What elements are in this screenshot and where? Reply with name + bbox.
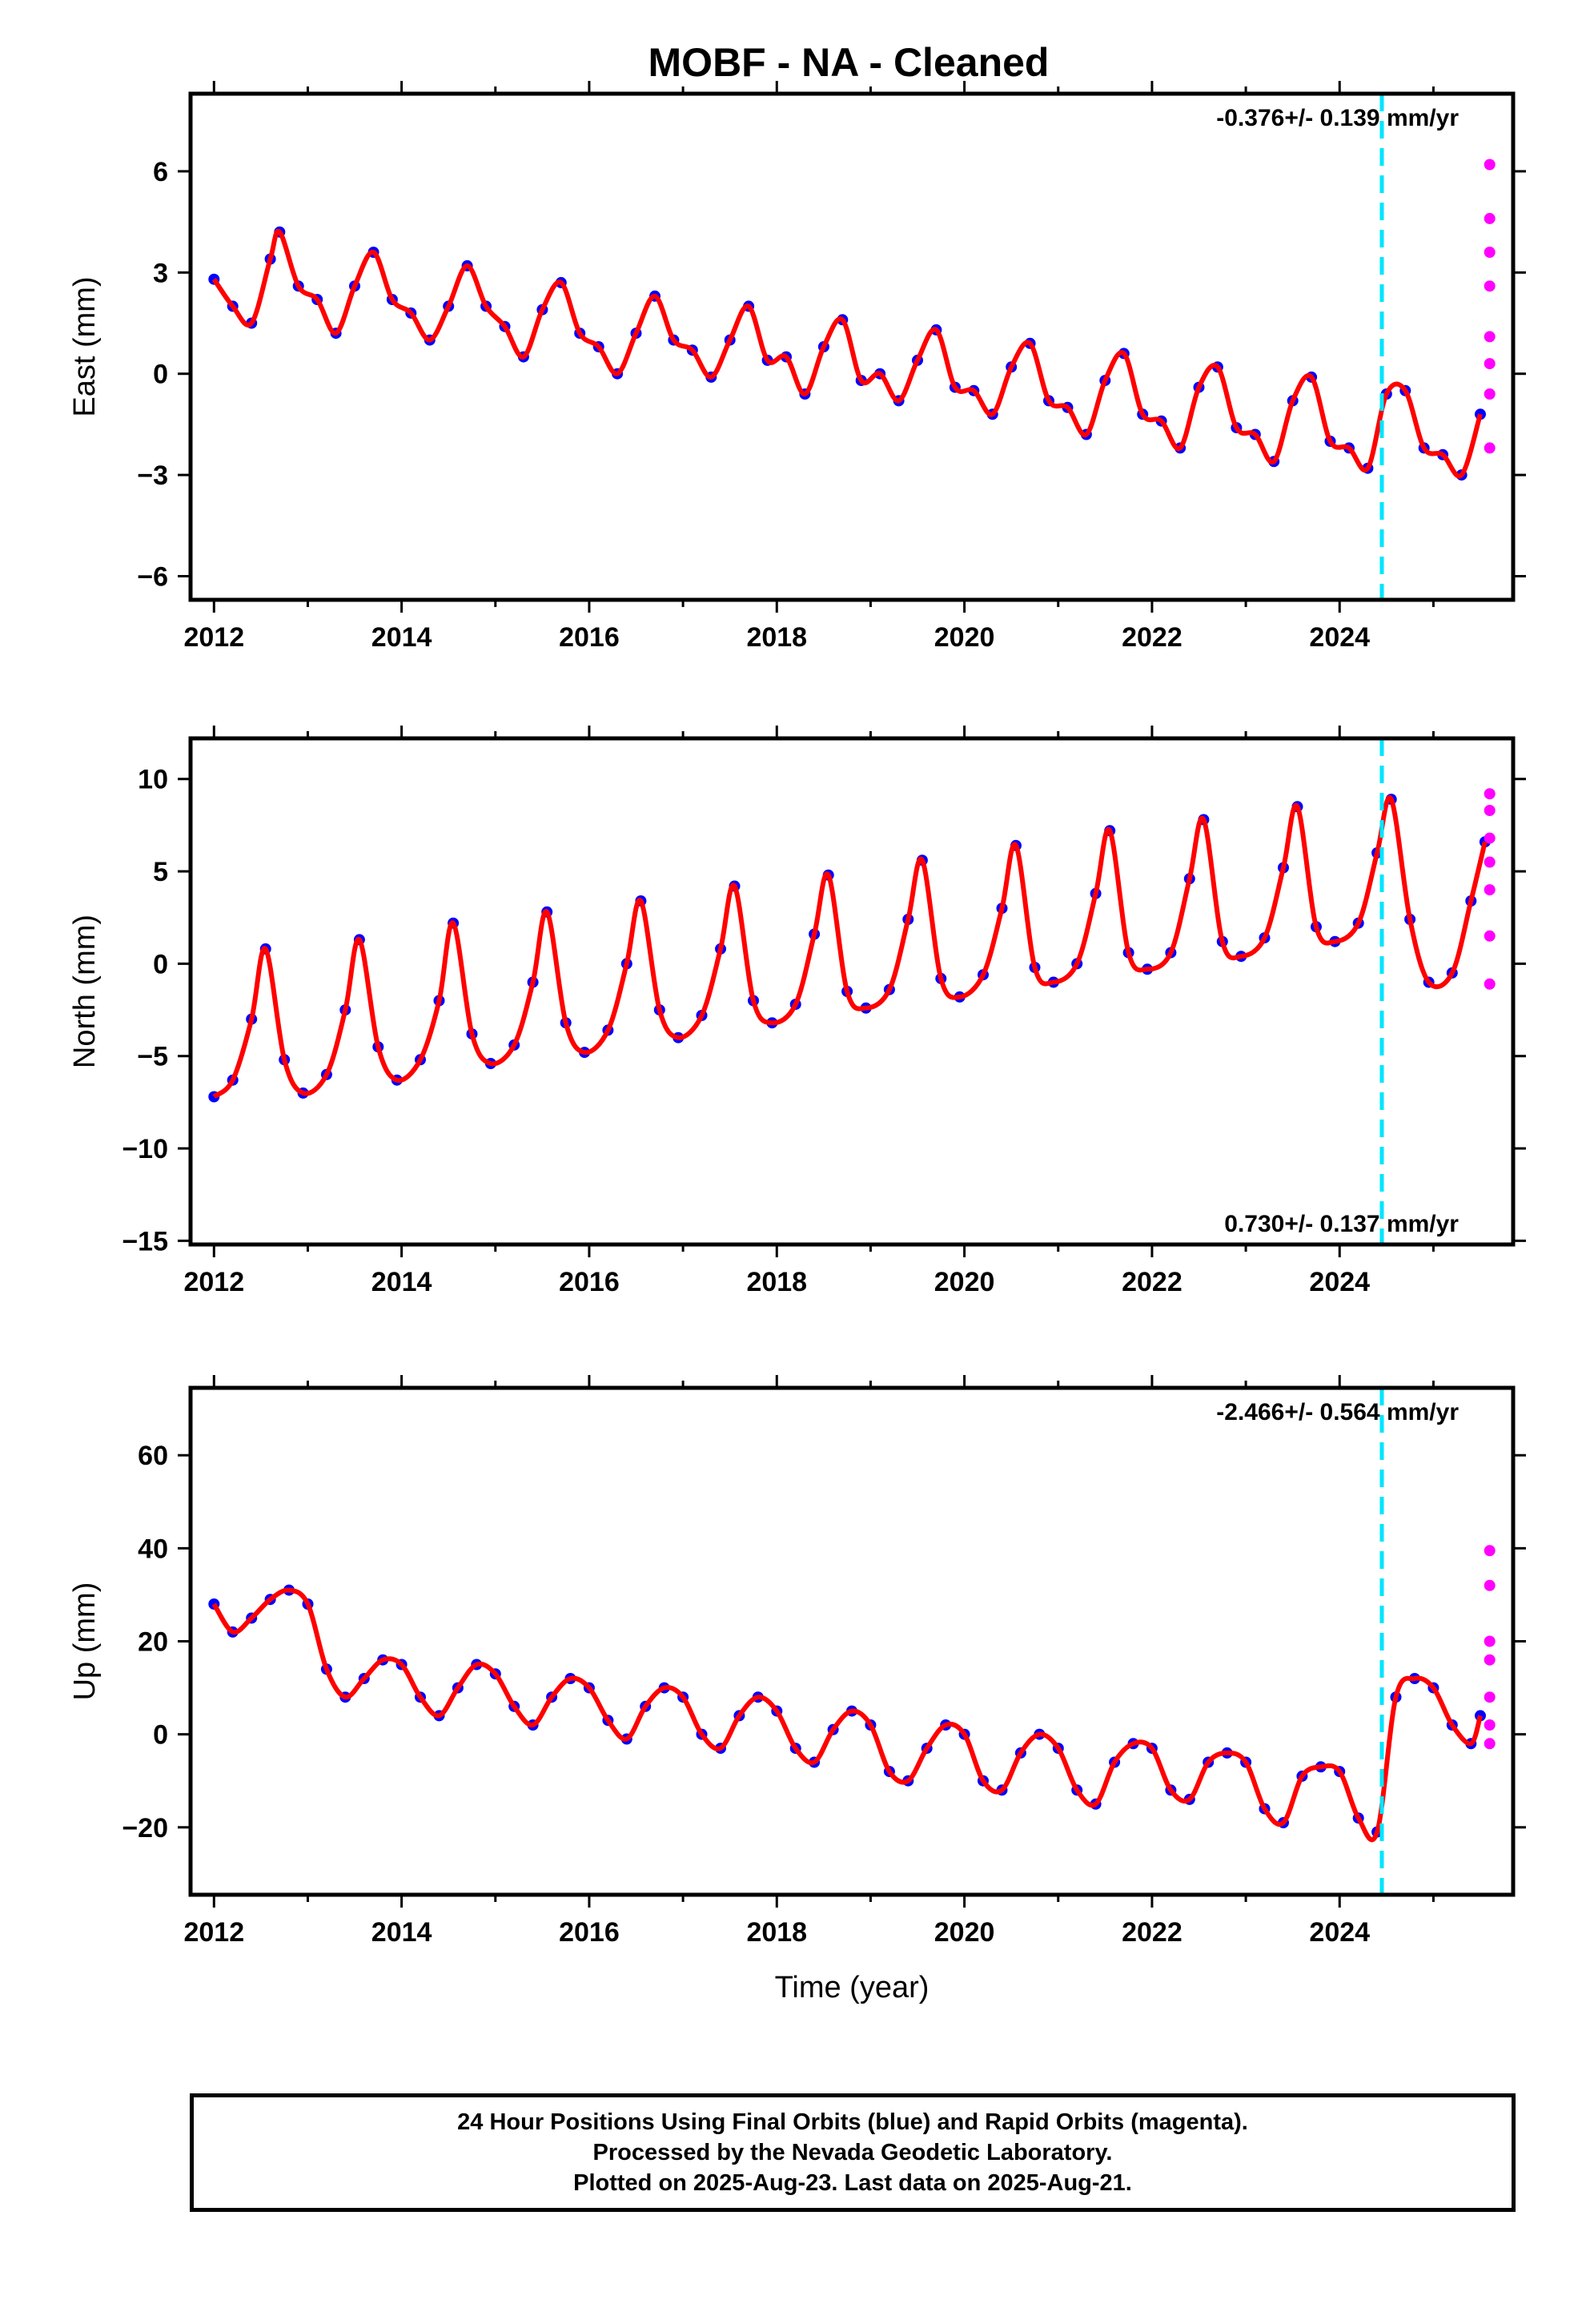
east-x-tick-label: 2024	[1309, 622, 1370, 653]
east-x-tick-label: 2016	[559, 622, 620, 653]
footer-line-1: 24 Hour Positions Using Final Orbits (bl…	[457, 2109, 1248, 2135]
east-x-tick-label: 2020	[934, 622, 995, 653]
north-frame	[188, 736, 1516, 1247]
up-rapid-point	[1484, 1719, 1496, 1731]
up-x-axis-label: Time (year)	[775, 1971, 930, 2004]
up-y-tick-label: 0	[153, 1720, 168, 1751]
east-x-tick-label: 2012	[183, 622, 244, 653]
east-rate-label: -0.376+/- 0.139 mm/yr	[1216, 105, 1459, 131]
east-model-curve	[211, 228, 1483, 479]
up-frame	[188, 1385, 1516, 1897]
north-rapid-point	[1484, 856, 1496, 868]
up-rapid-point	[1484, 1654, 1496, 1666]
north-panel: 2012 2014 2016 2018 2020 2022 2024 −15 −10 −5 0 5 10…	[68, 726, 1526, 1297]
north-rate-label: 0.730+/- 0.137 mm/yr	[1224, 1211, 1459, 1237]
north-model-curve	[212, 794, 1488, 1099]
up-y-ticks	[178, 1454, 1526, 1829]
north-y-tick-label: 10	[138, 765, 168, 795]
up-y-tick-label: 20	[138, 1627, 168, 1658]
north-x-tick-label: 2014	[371, 1267, 432, 1297]
footer-caption-box: 24 Hour Positions Using Final Orbits (bl…	[190, 2093, 1516, 2212]
east-y-tick-label: 6	[153, 157, 168, 187]
north-final-orbit-points	[208, 794, 1491, 1103]
north-x-tick-label: 2012	[183, 1267, 244, 1297]
east-rapid-point	[1484, 247, 1496, 258]
north-plot-area	[208, 788, 1496, 1103]
east-frame	[188, 91, 1516, 602]
east-x-tick-label: 2014	[371, 622, 432, 653]
up-rapid-orbit-points	[1484, 1545, 1496, 1750]
north-y-axis-label: North (mm)	[68, 915, 102, 1068]
east-panel: 2012 2014 2016 2018 2020 2022 2024 −6 −3 0 3 6 East …	[68, 81, 1526, 653]
north-rapid-point	[1484, 930, 1496, 942]
up-x-tick-label: 2014	[371, 1917, 432, 1948]
north-rapid-point	[1484, 805, 1496, 816]
east-rapid-point	[1484, 159, 1496, 171]
east-rapid-point	[1484, 358, 1496, 370]
north-rapid-point	[1484, 788, 1496, 800]
east-x-ticks	[212, 81, 1435, 613]
north-rapid-point	[1484, 884, 1496, 896]
up-x-tick-label: 2022	[1122, 1917, 1182, 1948]
north-rapid-orbit-points	[1484, 788, 1496, 990]
east-rapid-point	[1484, 280, 1496, 292]
east-final-orbit-points	[208, 226, 1486, 481]
north-x-tick-label: 2020	[934, 1267, 995, 1297]
north-rapid-point	[1484, 832, 1496, 844]
north-y-tick-label: 5	[153, 857, 168, 887]
north-x-tick-label: 2022	[1122, 1267, 1182, 1297]
up-rapid-point	[1484, 1579, 1496, 1591]
east-plot-area	[208, 159, 1496, 481]
north-y-tick-label: −10	[122, 1134, 168, 1164]
east-y-ticks	[178, 170, 1526, 578]
east-y-tick-label: 3	[153, 258, 168, 288]
east-rapid-point	[1484, 212, 1496, 224]
east-x-tick-label: 2018	[746, 622, 807, 653]
up-x-tick-label: 2016	[559, 1917, 620, 1948]
north-y-tick-label: −5	[137, 1042, 168, 1072]
up-y-tick-label: −20	[122, 1813, 168, 1844]
east-y-tick-label: −6	[137, 562, 168, 593]
north-x-tick-label: 2024	[1309, 1267, 1370, 1297]
east-y-tick-label: 0	[153, 360, 168, 390]
up-y-axis-label: Up (mm)	[68, 1582, 102, 1701]
up-x-tick-label: 2018	[746, 1917, 807, 1948]
up-panel: 2012 2014 2016 2018 2020 2022 2024 −20 0 20 40 60 Up…	[68, 1375, 1526, 2004]
up-x-tick-label: 2012	[183, 1917, 244, 1948]
figure-title: MOBF - NA - Cleaned	[648, 40, 1050, 85]
up-rapid-point	[1484, 1691, 1496, 1703]
north-y-tick-label: −15	[122, 1226, 168, 1256]
east-y-tick-label: −3	[137, 460, 168, 491]
up-x-tick-label: 2020	[934, 1917, 995, 1948]
north-rapid-point	[1484, 978, 1496, 990]
east-x-tick-label: 2022	[1122, 622, 1182, 653]
east-rapid-point	[1484, 442, 1496, 454]
footer-line-3: Plotted on 2025-Aug-23. Last data on 202…	[573, 2170, 1132, 2196]
up-model-curve	[211, 1587, 1483, 1843]
up-y-tick-label: 40	[138, 1534, 168, 1564]
plot-panels: 2012 2014 2016 2018 2020 2022 2024 −6 −3 0 3 6 East …	[68, 81, 1526, 2004]
east-y-axis-label: East (mm)	[68, 276, 102, 416]
north-y-tick-label: 0	[153, 949, 168, 979]
north-x-tick-label: 2016	[559, 1267, 620, 1297]
up-rapid-point	[1484, 1545, 1496, 1557]
east-rapid-orbit-points	[1484, 159, 1496, 454]
up-x-tick-label: 2024	[1309, 1917, 1370, 1948]
up-rapid-point	[1484, 1738, 1496, 1750]
east-rapid-point	[1484, 388, 1496, 400]
north-x-ticks	[212, 726, 1435, 1257]
up-rate-label: -2.466+/- 0.564 mm/yr	[1216, 1399, 1459, 1425]
up-rapid-point	[1484, 1635, 1496, 1647]
north-x-tick-label: 2018	[746, 1267, 807, 1297]
up-y-tick-label: 60	[138, 1441, 168, 1471]
up-x-ticks	[212, 1375, 1435, 1908]
north-y-ticks	[178, 778, 1526, 1242]
east-rapid-point	[1484, 331, 1496, 343]
up-plot-area	[208, 1545, 1496, 1843]
footer-line-2: Processed by the Nevada Geodetic Laborat…	[592, 2140, 1113, 2165]
